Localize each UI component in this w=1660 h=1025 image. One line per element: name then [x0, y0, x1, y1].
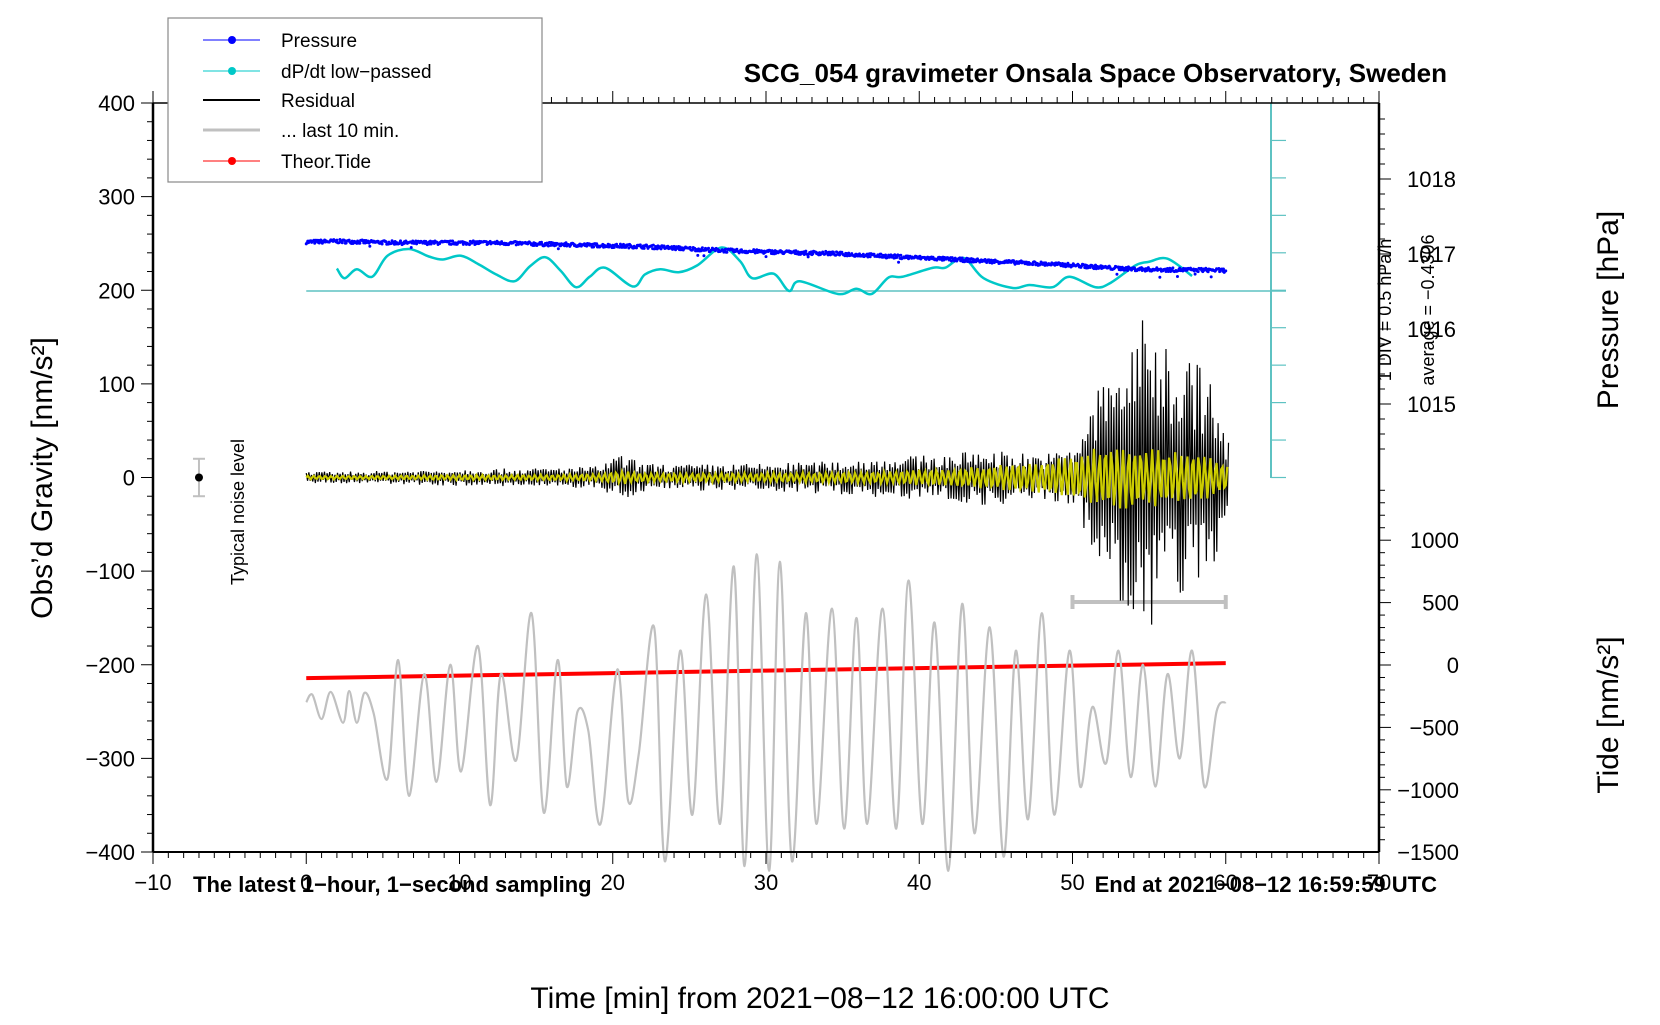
pressure-tick-label: 1015: [1407, 392, 1456, 417]
y-left-tick-label: 100: [98, 372, 135, 397]
tide-tick-label: −1500: [1397, 840, 1459, 865]
legend-label-dpdt: dP/dt low−passed: [281, 62, 432, 83]
theoretical-tide-layer: [306, 661, 1226, 681]
legend-label-tide: Theor.Tide: [281, 152, 371, 173]
tide-axis-title: Tide [nm/s²]: [1592, 636, 1625, 793]
y-left-tick-label: −200: [85, 653, 135, 678]
legend-item-residual: Residual: [203, 91, 355, 112]
x-tick-label: 70: [1367, 870, 1391, 895]
legend-item-last10: ... last 10 min.: [203, 121, 399, 142]
legend-item-tide: Theor.Tide: [203, 152, 371, 173]
legend-marker-tide: [228, 157, 236, 165]
x-tick-label: 10: [447, 870, 471, 895]
y-left-tick-label: −400: [85, 840, 135, 865]
pressure-tick-label: 1018: [1407, 167, 1456, 192]
chart-title: SCG_054 gravimeter Onsala Space Observat…: [744, 58, 1447, 88]
legend-marker-pressure: [228, 36, 236, 44]
y-left-tick-label: 200: [98, 278, 135, 303]
y-left-tick-label: −300: [85, 746, 135, 771]
noise-level-label: Typical noise level: [228, 439, 248, 585]
last-10-min-layer: [305, 553, 1228, 872]
dpdt-series-line: [335, 246, 1193, 296]
pressure-layer: [304, 237, 1228, 279]
x-tick-label: 0: [300, 870, 312, 895]
pressure-axis-title: Pressure [hPa]: [1592, 211, 1625, 409]
legend: Pressure dP/dt low−passed Residual ... l…: [167, 17, 543, 183]
tide-tick-label: −500: [1409, 715, 1459, 740]
pressure-series-points: [304, 237, 1228, 279]
y-left-tick-label: 400: [98, 91, 135, 116]
legend-item-dpdt: dP/dt low−passed: [203, 62, 432, 83]
y-axis-left-title: Obs’d Gravity [nm/s²]: [26, 337, 59, 619]
end-time-note: End at 2021−08−12 16:59:59 UTC: [1095, 872, 1438, 897]
scale-div-note: 1 DIV = 0.5 hPa/h: [1375, 239, 1395, 382]
legend-item-pressure: Pressure: [203, 31, 357, 52]
tide-tick-label: 1000: [1410, 528, 1459, 553]
legend-marker-dpdt: [228, 67, 236, 75]
legend-label-pressure: Pressure: [281, 31, 357, 52]
noise-level-point: [194, 473, 203, 482]
scale-average-note: average = −0.4306: [1418, 234, 1438, 385]
x-tick-label: 40: [907, 870, 931, 895]
pressure-tick-label: 1016: [1407, 317, 1456, 342]
y-left-tick-label: 300: [98, 185, 135, 210]
residual-series-line: [305, 320, 1230, 625]
tide-tick-label: −1000: [1397, 778, 1459, 803]
x-tick-label: 50: [1060, 870, 1084, 895]
y-left-tick-label: −100: [85, 559, 135, 584]
residual-filtered-line: [305, 448, 1229, 509]
pressure-tick-label: 1017: [1407, 242, 1456, 267]
x-tick-label: 30: [754, 870, 778, 895]
last-10-min-series-line: [305, 553, 1227, 872]
x-tick-label: 20: [601, 870, 625, 895]
x-tick-label: −10: [134, 870, 171, 895]
x-tick-label: 60: [1214, 870, 1238, 895]
legend-label-last10: ... last 10 min.: [281, 121, 399, 142]
dpdt-layer: [306, 102, 1286, 479]
sampling-note: The latest 1−hour, 1−second sampling: [193, 872, 592, 897]
tide-series-line: [306, 661, 1226, 681]
axes-layer: −10 0 10 20 30 40 50 60 704003002001000−100−200−…: [85, 91, 1459, 895]
y-left-tick-label: 0: [123, 466, 135, 491]
legend-label-residual: Residual: [281, 91, 355, 112]
residual-layer: [305, 320, 1230, 625]
tide-tick-label: 500: [1422, 591, 1459, 616]
tide-tick-label: 0: [1447, 653, 1459, 678]
x-axis-title: Time [min] from 2021−08−12 16:00:00 UTC: [530, 982, 1109, 1015]
